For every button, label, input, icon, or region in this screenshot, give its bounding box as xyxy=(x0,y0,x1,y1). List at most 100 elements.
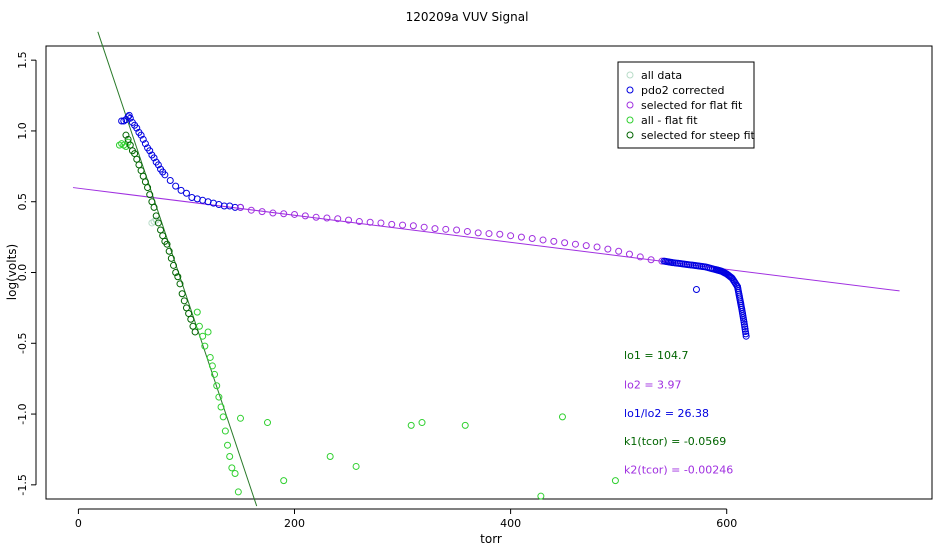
flat-point xyxy=(496,230,504,238)
allflat-point xyxy=(201,342,209,350)
allflat-point xyxy=(264,419,271,427)
flat-point xyxy=(388,220,396,228)
allflat-point xyxy=(228,464,236,472)
annotation-steep: k1(tcor) = -0.0569 xyxy=(624,435,726,448)
fit-annotations: lo1 = 104.7 lo2 = 3.97 lo1/lo2 = 26.38 k1(t… xyxy=(624,349,733,477)
flat-point xyxy=(431,225,439,233)
allflat-point xyxy=(461,421,469,429)
steep-point xyxy=(174,273,182,281)
flat-point xyxy=(658,257,666,265)
y-axis-label: log(volts) xyxy=(5,244,19,300)
pdo2-point xyxy=(742,332,750,340)
flat-point xyxy=(528,235,536,243)
pdo2-point xyxy=(139,135,147,143)
flat-point xyxy=(485,230,493,238)
steep-point xyxy=(176,280,184,288)
steep-point xyxy=(167,254,175,262)
legend-label-flat: selected for flat fit xyxy=(641,99,743,112)
flat-point xyxy=(301,212,309,220)
allflat-point xyxy=(217,403,225,411)
legend-label-all: all data xyxy=(641,69,682,82)
x-tick-label: 400 xyxy=(500,517,521,530)
flat-point xyxy=(280,210,288,218)
pdo2-point xyxy=(166,176,174,184)
y-tick-label: 1.5 xyxy=(16,51,29,69)
allflat-point xyxy=(213,382,221,390)
flat-point xyxy=(247,206,255,214)
steep-point xyxy=(178,290,186,298)
legend-marker-flat xyxy=(626,101,634,109)
pdo2-point xyxy=(692,285,700,293)
steep-point xyxy=(146,191,154,199)
flat-point xyxy=(636,253,644,261)
chart-title: 120209a VUV Signal xyxy=(406,10,529,24)
allflat-point xyxy=(352,462,360,470)
flat-point xyxy=(399,221,407,229)
y-tick-label: -0.5 xyxy=(16,333,29,354)
flat-point xyxy=(539,236,547,244)
allflat-point xyxy=(537,492,545,500)
allflat-point xyxy=(211,370,219,378)
flat-point xyxy=(442,225,450,233)
pdo2-point xyxy=(150,154,158,162)
y-tick-label: 0.0 xyxy=(16,264,29,282)
steep-point xyxy=(150,203,158,211)
y-tick-label: -1.5 xyxy=(16,474,29,495)
y-tick-label: 1.0 xyxy=(16,122,29,140)
annotation-pdo2: lo1/lo2 = 26.38 xyxy=(624,407,709,420)
allflat-point xyxy=(208,362,216,370)
pdo2-point xyxy=(741,323,749,331)
y-axis: -1.5 -1.0 -0.5 0.0 0.5 1.0 1.5 xyxy=(16,51,37,496)
steep-point xyxy=(152,212,160,220)
pdo2-point xyxy=(141,140,149,148)
steep-point xyxy=(144,184,152,192)
legend-marker-pdo2 xyxy=(626,86,634,94)
x-tick-label: 600 xyxy=(716,517,737,530)
allflat-point xyxy=(193,308,201,316)
flat-point xyxy=(323,214,331,222)
flat-point xyxy=(474,229,482,237)
legend-label-steep: selected for steep fit xyxy=(641,129,756,142)
data-points xyxy=(115,111,750,500)
flat-point xyxy=(312,213,320,221)
flat-point xyxy=(420,223,428,231)
flat-point xyxy=(345,216,353,224)
steep-point xyxy=(169,261,177,269)
pdo2-point xyxy=(741,327,749,335)
steep-fit-line xyxy=(97,31,258,507)
flat-point xyxy=(269,209,277,217)
allflat-point xyxy=(234,488,242,496)
allflat-point xyxy=(199,332,207,340)
legend-box xyxy=(617,61,755,149)
flat-point xyxy=(507,232,515,240)
legend-marker-all xyxy=(626,71,634,79)
legend-marker-allflat xyxy=(626,116,634,124)
allflat-point xyxy=(326,453,334,461)
pdo2-point xyxy=(742,330,750,338)
pdo2-point xyxy=(126,114,134,122)
allflat-point xyxy=(122,143,130,151)
steep-point xyxy=(165,247,173,255)
steep-point xyxy=(122,131,130,139)
allflat-point xyxy=(231,470,239,478)
steep-point xyxy=(154,219,162,227)
flat-point xyxy=(409,222,417,230)
allflat-point xyxy=(226,453,234,461)
flat-point xyxy=(647,256,655,264)
allflat-point xyxy=(204,328,212,336)
y-tick-label: 0.5 xyxy=(16,193,29,211)
steep-point xyxy=(191,328,199,336)
flat-point xyxy=(571,240,579,248)
annotation-flat: lo2 = 3.97 xyxy=(624,379,682,392)
flat-point xyxy=(355,218,363,226)
pdo2-point xyxy=(231,203,239,211)
y-tick-label: -1.0 xyxy=(16,403,29,424)
allflat-point xyxy=(219,413,227,421)
pdo2-point xyxy=(133,124,141,132)
pdo2-point xyxy=(154,161,162,169)
steep-point xyxy=(163,240,171,248)
flat-point xyxy=(593,243,601,251)
flat-point xyxy=(561,239,569,247)
